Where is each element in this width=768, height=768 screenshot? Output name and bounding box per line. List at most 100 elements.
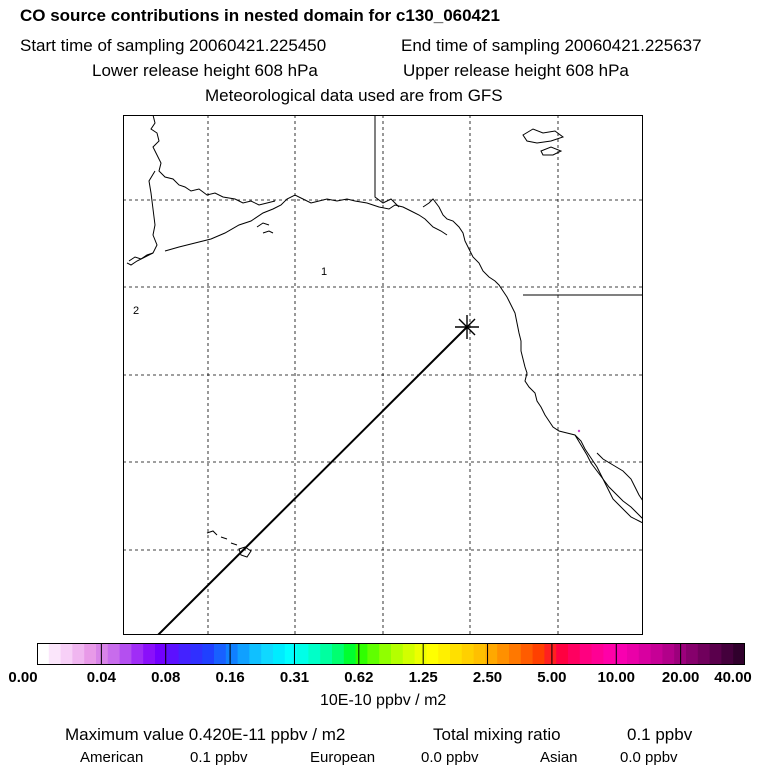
colorbar-cell (627, 643, 640, 665)
colorbar-cell (96, 643, 109, 665)
colorbar-cell (296, 643, 309, 665)
colorbar-cell (638, 643, 652, 665)
end-time-label: End time of sampling 20060421.225637 (401, 36, 702, 55)
colorbar-cell (379, 643, 392, 665)
flight-track (157, 315, 479, 635)
colorbar-cell (273, 643, 286, 665)
map-panel: 1 2 (123, 115, 643, 635)
total-mixing-value: 0.1 ppbv (627, 725, 693, 744)
gulf-coast (596, 452, 643, 502)
colorbar-tick-label: 0.00 (8, 669, 38, 686)
colorbar-tick-label: 40.00 (714, 669, 752, 686)
colorbar-cell (615, 643, 628, 665)
alaska-canada-border (374, 115, 400, 208)
colorbar-cell (84, 643, 97, 665)
political-borders (374, 115, 643, 296)
region-asian-value: 0.0 ppbv (620, 749, 678, 766)
colorbar-cell (438, 643, 451, 665)
colorbar-cell (261, 643, 274, 665)
colorbar-cell (414, 643, 427, 665)
region-label-2: 2 (133, 305, 139, 317)
colorbar-cell (450, 643, 463, 665)
release-marker (455, 315, 479, 339)
colorbar-cell (721, 643, 734, 665)
colorbar-cell (426, 643, 439, 665)
colorbar-cell (473, 643, 486, 665)
colorbar-cell (155, 643, 168, 665)
colorbar-cell (579, 643, 593, 665)
colorbar-cell (662, 643, 675, 665)
colorbar-border (37, 643, 745, 665)
bering-coast (126, 170, 158, 266)
colorbar-cell (237, 643, 250, 665)
colorbar-cell (190, 643, 203, 665)
colorbar-cell (320, 643, 333, 665)
colorbar-cell (709, 643, 722, 665)
alaska-peninsula (164, 194, 448, 252)
aleutians (128, 222, 274, 262)
colorbar-tick-label: 0.04 (86, 669, 116, 686)
colorbar-cell (509, 643, 522, 665)
colorbar-cell (603, 643, 616, 665)
colorbar-tick-label: 2.50 (472, 669, 503, 686)
colorbar-cell (119, 643, 132, 665)
colorbar-cell (214, 643, 227, 665)
graticule (123, 115, 643, 635)
colorbar-cell (178, 643, 191, 665)
colorbar-cell (202, 643, 215, 665)
colorbar-cell (485, 643, 498, 665)
trajectory-line (157, 326, 468, 635)
total-mixing-label: Total mixing ratio (433, 725, 561, 744)
colorbar-units: 10E-10 ppbv / m2 (320, 692, 447, 709)
region-label-1: 1 (321, 266, 327, 278)
hawaii-islands (206, 530, 252, 558)
colorbar-cell (556, 643, 569, 665)
colorbar-tick-label: 10.00 (597, 669, 636, 686)
colorbar-cell (355, 643, 368, 665)
colorbar-cell (131, 643, 144, 665)
trace-dot (577, 429, 581, 433)
colorbar-cell (402, 643, 416, 665)
colorbar-cell (284, 643, 298, 665)
colorbar-tick-label: 0.16 (215, 669, 245, 686)
colorbar-cell (37, 643, 50, 665)
colorbar-cell (733, 643, 745, 665)
colorbar-cell (461, 643, 475, 665)
colorbar-cell (343, 643, 357, 665)
colorbar-cell (544, 643, 557, 665)
colorbar-cell (532, 643, 545, 665)
colorbar-cell (225, 643, 239, 665)
region-american-name: American (80, 749, 144, 766)
met-data-label: Meteorological data used are from GFS (205, 86, 503, 105)
colorbar-cell (650, 643, 663, 665)
colorbar-cell (497, 643, 510, 665)
colorbar-tick-label: 0.31 (279, 669, 310, 686)
colorbar-cell (591, 643, 604, 665)
colorbar-tick-label: 20.00 (661, 669, 700, 686)
arctic-islands (522, 128, 565, 156)
colorbar-tick-label: 0.62 (344, 669, 374, 686)
colorbar-cell (332, 643, 345, 665)
colorbar-cell (686, 643, 699, 665)
colorbar-cell (48, 643, 62, 665)
colorbar-cell (72, 643, 85, 665)
max-value-label: Maximum value 0.420E-11 ppbv / m2 (65, 725, 346, 744)
colorbar-cell (60, 643, 73, 665)
colorbar-cell (107, 643, 121, 665)
colorbar-cell (568, 643, 581, 665)
colorbar-cell (166, 643, 180, 665)
plot-title: CO source contributions in nested domain… (20, 6, 500, 25)
region-asian-name: Asian (540, 749, 578, 766)
northwest-coast (422, 198, 643, 524)
alaska-north-coast (150, 115, 276, 206)
colorbar-cell (520, 643, 534, 665)
colorbar (37, 643, 745, 665)
colorbar-cell (249, 643, 262, 665)
colorbar-tick-label: 1.25 (408, 669, 438, 686)
colorbar-cell (308, 643, 321, 665)
region-american-value: 0.1 ppbv (190, 749, 248, 766)
upper-release-label: Upper release height 608 hPa (403, 61, 629, 80)
colorbar-cell (143, 643, 156, 665)
region-european-name: European (310, 749, 376, 766)
colorbar-tick-label: 5.00 (537, 669, 567, 686)
